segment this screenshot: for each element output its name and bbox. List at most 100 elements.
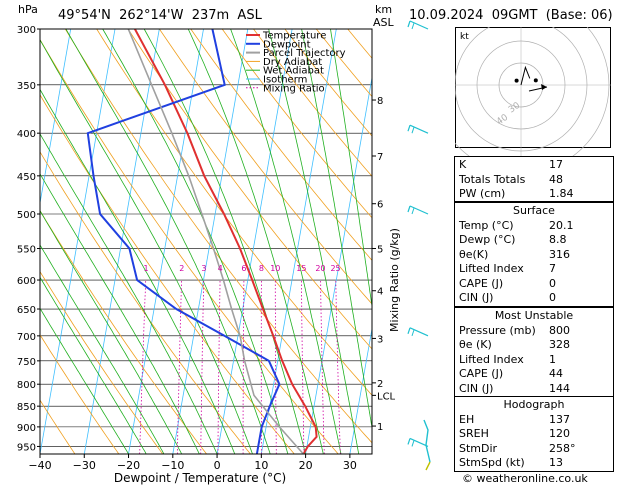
mixing-ratio-label: 10 [270,264,280,273]
surface-value: 8.8 [549,233,567,246]
hodograph_table-title: Hodograph [503,398,565,411]
isotherm-line [172,29,249,454]
height-tick-label: 1 [377,422,383,433]
height-tick-label: 3 [377,334,383,345]
wet-adiabat-line [65,29,271,454]
wind-barb [407,437,429,448]
header-datetime: 10.09.2024 09GMT (Base: 06) [409,8,613,23]
most_unstable-value: 328 [549,338,570,351]
wet-adiabat-line [40,173,200,454]
height-tick-label: 6 [377,200,383,211]
pressure-tick-label: 450 [17,172,36,183]
isotherm-line [305,75,372,454]
isotherm-line [216,29,293,454]
dry-adiabat-line [190,29,372,261]
mixing-ratio-label: 1 [144,264,149,273]
legend-entry: Temperature [262,31,326,42]
mixing-ratio-label: 20 [315,264,325,273]
hodograph-unit-label: kt [460,32,469,42]
wind-barb [407,205,429,215]
indices-row: K 17 [459,158,609,172]
hodograph_table-label: EH [459,412,475,426]
indices-label: K [459,158,467,171]
surface-label: Lifted Index [459,262,524,275]
wet-adiabat-line [187,29,324,454]
mixing-ratio-line [217,280,221,454]
series-parcel-trajectory [127,29,304,454]
pressure-tick-label: 650 [17,305,36,316]
surface-label: CIN (J) [459,291,494,304]
most_unstable-label: Pressure (mb) [459,323,536,337]
most_unstable-label: θe (K) [459,338,492,351]
most-unstable-box: Most Unstable Pressure (mb) 800 θe (K) 328 Li… [454,307,614,397]
dry-adiabat-line [40,333,120,454]
most_unstable-row: CAPE (J) 44 [459,367,609,381]
pressure-tick-label: 800 [17,380,36,391]
height-tick-label: 5 [377,245,383,256]
surface-value: 20.1 [549,218,574,232]
hodograph-storm-motion [514,78,519,83]
mixing-ratio-line [177,279,182,454]
most_unstable-value: 44 [549,367,563,380]
isotherm-line [83,29,160,454]
legend-entry: Dry Adiabat [263,57,322,68]
legend-entry: Parcel Trajectory [263,48,346,59]
most_unstable-row: CIN (J) 144 [459,382,609,396]
hodograph_table-label: SREH [459,427,489,440]
mixing-ratio-line [200,279,205,454]
mixing-ratio-label: 4 [218,264,223,273]
legend-entry: Dewpoint [263,39,311,50]
surface-value: 0 [549,291,556,304]
hodograph_table-row: SREH 120 [459,427,609,441]
dry-adiabat-line [221,29,372,219]
surface-row: CAPE (J) 0 [459,277,609,291]
temperature-tick-label: −40 [28,459,51,472]
most_unstable-value: 144 [549,381,570,395]
height-tick-label: 7 [377,152,383,163]
wind-barb [407,20,429,30]
x-axis-label: Dewpoint / Temperature (°C) [114,471,286,485]
series-dewpoint [86,29,281,454]
indices-row: PW (cm) 1.84 [459,187,609,201]
isotherm-line [128,29,204,454]
dry-adiabat-line [96,29,372,396]
surface-box: Surface Temp (°C) 20.1 Dewp (°C) 8.8 θe(K) 316… [454,202,614,307]
most_unstable-title: Most Unstable [494,309,574,322]
most_unstable-row: Pressure (mb) 800 [459,324,609,338]
indices-label: PW (cm) [459,187,506,200]
header-units-hpa: hPa [18,3,38,16]
wet-adiabat-line [40,88,236,454]
most_unstable-value: 800 [549,323,570,337]
hodograph_table-value: 258° [549,441,576,455]
surface-label: Dewp (°C) [459,233,516,246]
hodograph_table-value: 13 [549,456,563,469]
mixing-ratio-line [274,280,277,454]
wet-adiabat-line [268,29,360,454]
surface-label: θe(K) [459,247,489,261]
height-tick-label: 4 [377,287,383,298]
hodograph-table-box: Hodograph EH 137 SREH 120 StmDir 258° StmSpd (k… [454,396,614,472]
surface-row: Lifted Index 7 [459,262,609,276]
wind-barb [407,124,429,134]
surface-value: 0 [549,276,556,290]
wet-adiabat-line [40,209,183,454]
pressure-tick-label: 600 [17,276,36,287]
header-units-km: km [375,3,393,16]
temperature-tick-label: 10 [254,459,268,472]
surface-value: 316 [549,247,570,261]
pressure-tick-label: 500 [17,210,36,221]
wet-adiabat-line [102,29,289,454]
indices-box: K 17 Totals Totals 48 PW (cm) 1.84 [454,156,614,202]
wet-adiabat-line [301,29,372,430]
surface-label: CAPE (J) [459,276,504,290]
temperature-tick-label: 20 [299,459,313,472]
dry-adiabat-line [40,270,164,454]
copyright: © weatheronline.co.uk [462,472,588,485]
pressure-tick-label: 900 [17,423,36,434]
dry-adiabat-line [253,29,372,177]
mixing-ratio-label: 6 [241,264,246,273]
hodograph_table-value: 120 [549,427,570,440]
most_unstable-label: Lifted Index [459,352,524,366]
wet-adiabat-line [230,29,342,454]
